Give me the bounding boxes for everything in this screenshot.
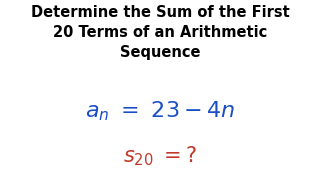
- Text: Determine the Sum of the First
20 Terms of an Arithmetic
Sequence: Determine the Sum of the First 20 Terms …: [31, 5, 289, 60]
- Text: $\mathit{s}_{20}\ =?$: $\mathit{s}_{20}\ =?$: [123, 145, 197, 168]
- Text: $\mathit{a}_{n}\ =\ 23 - 4\mathit{n}$: $\mathit{a}_{n}\ =\ 23 - 4\mathit{n}$: [85, 100, 235, 123]
